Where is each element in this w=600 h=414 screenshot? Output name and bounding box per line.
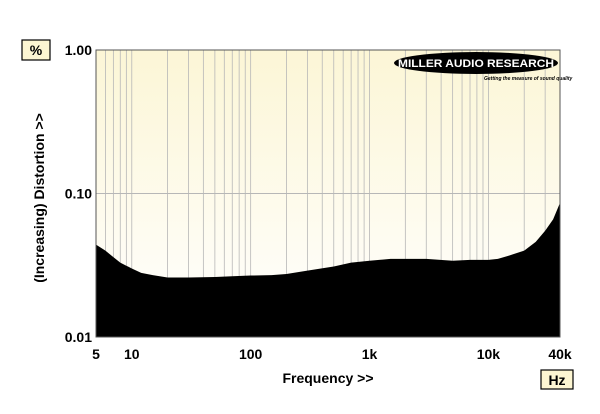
- y-tick-label: 0.10: [65, 186, 92, 202]
- distortion-area: [96, 202, 560, 337]
- x-tick-label: 100: [239, 346, 263, 362]
- y-tick-labels: 0.01 0.10 1.00: [65, 42, 92, 345]
- y-unit-label: %: [30, 42, 43, 58]
- logo-brand-text: MILLER AUDIO RESEARCH: [398, 58, 554, 70]
- x-axis-title: Frequency >>: [282, 370, 373, 386]
- x-unit-label: Hz: [548, 372, 565, 388]
- x-tick-label: 40k: [548, 346, 572, 362]
- x-tick-label: 1k: [362, 346, 378, 362]
- y-axis-title: (Increasing) Distortion >>: [31, 113, 47, 283]
- y-tick-label: 0.01: [65, 329, 92, 345]
- x-tick-labels: 5 10 100 1k 10k 40k: [92, 346, 572, 362]
- x-tick-label: 10: [124, 346, 140, 362]
- y-tick-label: 1.00: [65, 42, 92, 58]
- y-unit-box: %: [21, 39, 51, 61]
- x-tick-label: 5: [92, 346, 100, 362]
- logo-tagline: Getting the measure of sound quality: [484, 76, 573, 82]
- plot-border: [95, 49, 561, 338]
- x-tick-label: 10k: [477, 346, 501, 362]
- miller-audio-research-logo: MILLER AUDIO RESEARCH Getting the measur…: [394, 52, 573, 82]
- x-unit-box: Hz: [540, 369, 574, 390]
